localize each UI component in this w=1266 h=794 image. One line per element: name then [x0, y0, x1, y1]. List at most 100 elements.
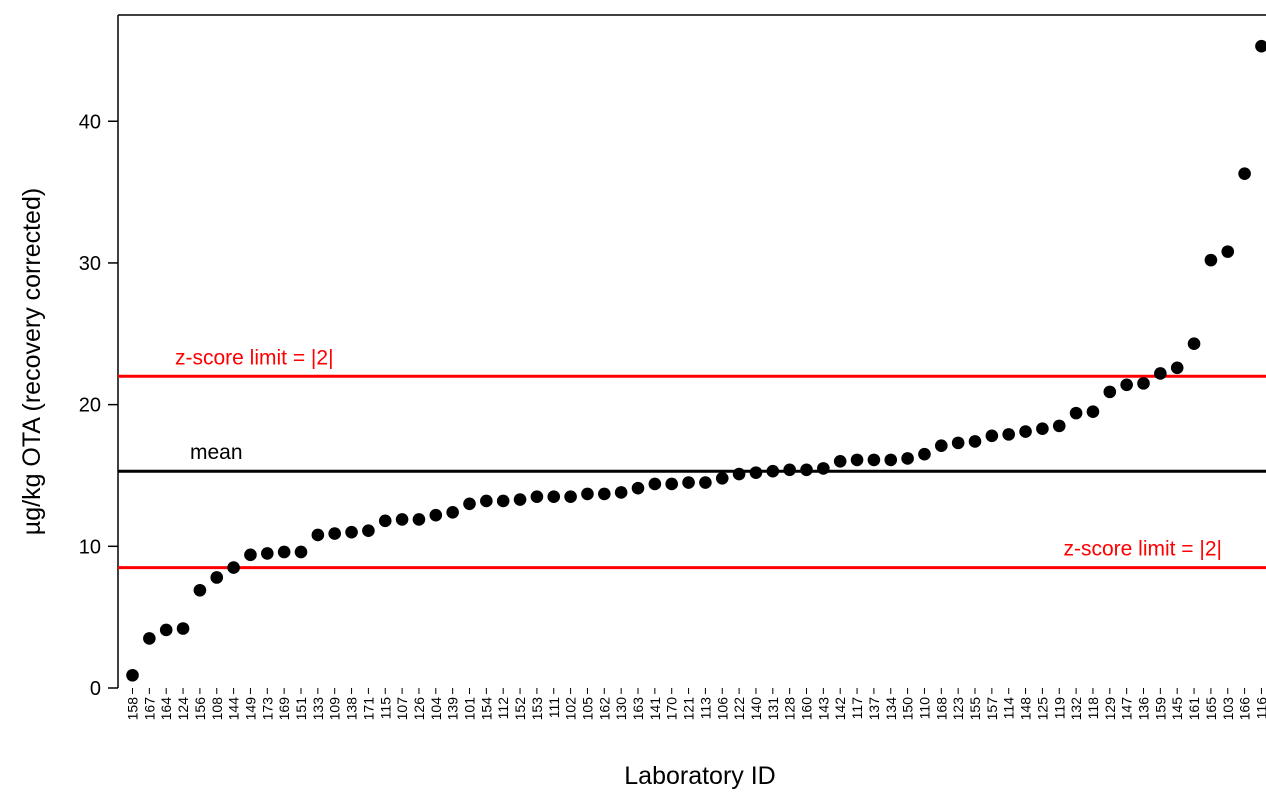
data-point [1086, 405, 1100, 419]
data-point [1069, 406, 1083, 420]
x-tick-label: 148 [1018, 697, 1034, 721]
x-tick-label: 130 [613, 697, 629, 721]
x-tick-label: 129 [1102, 697, 1118, 721]
x-tick-label: 169 [276, 697, 292, 721]
data-points [126, 39, 1266, 682]
data-point [176, 622, 190, 635]
x-tick-label: 162 [596, 697, 612, 721]
x-tick-label: 109 [327, 697, 343, 721]
data-point [581, 487, 594, 501]
reference-line-label: z-score limit = |2| [1063, 538, 1222, 561]
x-tick-label: 106 [714, 697, 730, 721]
x-tick-label: 119 [1051, 697, 1067, 720]
data-point [345, 525, 358, 539]
x-tick-label: 147 [1119, 697, 1135, 721]
x-tick-label: 103 [1220, 697, 1236, 721]
reference-line-label: z-score limit = |2| [175, 346, 334, 369]
y-axis-title: µg/kg OTA (recovery corrected) [18, 188, 46, 535]
data-point [1255, 39, 1266, 53]
x-tick-label: 155 [967, 697, 983, 721]
y-tick-label: 40 [79, 111, 101, 133]
x-tick-label: 159 [1152, 697, 1168, 721]
data-point [749, 466, 763, 479]
data-point [412, 513, 426, 526]
data-point [193, 583, 207, 597]
x-axis-title: Laboratory ID [624, 762, 775, 790]
x-tick-label: 171 [360, 697, 376, 721]
data-point [547, 490, 561, 504]
data-point [833, 455, 847, 468]
x-tick-label: 125 [1034, 697, 1050, 721]
data-point [783, 463, 796, 477]
x-tick-label: 152 [512, 697, 528, 721]
x-tick-label: 151 [293, 697, 309, 721]
x-tick-label: 154 [478, 697, 494, 721]
data-point [665, 477, 678, 491]
data-point [126, 668, 139, 682]
x-tick-label: 149 [242, 697, 258, 721]
plot-frame [117, 14, 1266, 688]
data-point [261, 547, 274, 560]
data-point [446, 506, 459, 519]
y-tick-label: 0 [90, 678, 101, 700]
data-point [850, 453, 864, 467]
data-point [210, 571, 224, 584]
data-point [1204, 253, 1218, 267]
data-point [715, 472, 729, 485]
x-tick-label: 101 [462, 697, 478, 721]
data-point [395, 513, 409, 526]
x-tick-label: 124 [175, 697, 191, 721]
data-point [480, 494, 493, 508]
x-tick-label: 153 [529, 697, 545, 721]
x-tick-label: 137 [866, 697, 882, 721]
x-tick-label: 170 [664, 697, 680, 721]
x-tick-label: 163 [630, 697, 646, 721]
x-tick-label: 139 [445, 697, 461, 721]
data-point [1137, 377, 1150, 390]
x-tick-label: 161 [1186, 697, 1202, 721]
reference-lines: z-score limit = |2| mean z-score limit = |… [118, 346, 1266, 570]
x-tick-label: 132 [1068, 697, 1084, 721]
data-point [951, 436, 965, 450]
x-tick-label: 138 [344, 697, 360, 721]
x-tick-label: 131 [765, 697, 781, 721]
data-point [648, 477, 662, 491]
x-tick-label: 173 [259, 697, 275, 721]
data-point [1187, 337, 1201, 351]
x-tick-label: 160 [799, 697, 815, 721]
x-tick-label: 126 [411, 697, 427, 721]
data-point [1221, 245, 1235, 258]
data-point [935, 439, 948, 453]
data-point [631, 481, 645, 495]
data-point [496, 494, 510, 508]
y-tick-label: 30 [79, 253, 101, 275]
data-point [1019, 425, 1032, 438]
data-point [918, 447, 931, 461]
x-tick-label: 144 [226, 697, 242, 721]
data-point [1052, 419, 1066, 433]
x-tick-label: 121 [681, 697, 697, 721]
x-tick-label: 111 [546, 697, 562, 718]
data-point [884, 453, 898, 467]
x-tick-label: 128 [782, 697, 798, 721]
data-point [968, 435, 982, 448]
x-tick-label: 168 [933, 697, 949, 721]
x-tick-label: 113 [697, 697, 713, 720]
x-tick-label: 104 [428, 697, 444, 721]
data-point [1002, 428, 1015, 441]
data-point [227, 561, 240, 574]
data-point [614, 486, 628, 499]
data-point [766, 464, 780, 478]
data-point [598, 487, 611, 501]
x-tick-label: 110 [916, 697, 932, 720]
data-point [530, 490, 544, 504]
data-point [1238, 167, 1251, 180]
x-axis-ticks: 158 167 164 124 156 108 144 149 173 169 151 133 109 1… [125, 688, 1266, 720]
x-tick-label: 145 [1169, 697, 1185, 721]
y-axis-ticks: 0 10 20 30 40 [79, 111, 118, 700]
x-tick-label: 105 [579, 697, 595, 721]
data-point [1036, 422, 1049, 436]
data-point [817, 462, 830, 475]
x-tick-label: 164 [158, 697, 174, 721]
data-point [699, 476, 712, 489]
